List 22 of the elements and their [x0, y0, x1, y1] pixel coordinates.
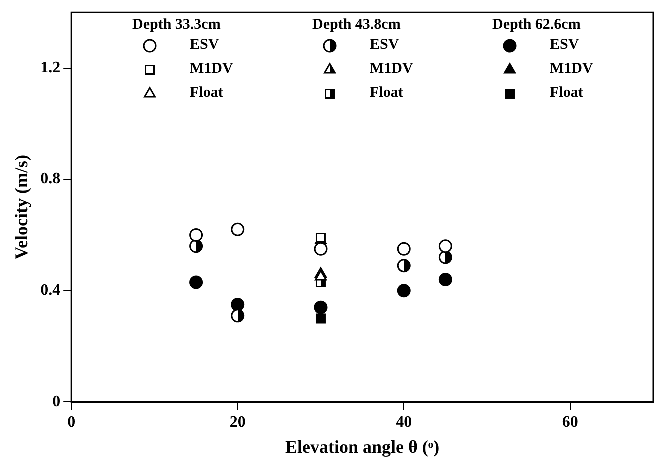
- legend-label: M1DV: [370, 61, 414, 78]
- x-tick-label: 0: [68, 414, 76, 431]
- legend-label: Float: [190, 85, 224, 102]
- y-tick-label: 0.4: [40, 282, 61, 300]
- legend-label: ESV: [370, 37, 400, 54]
- x-tick-label: 40: [396, 414, 412, 431]
- y-tick-label: 0: [52, 393, 61, 410]
- x-axis-title: Elevation angle θ (ᵒ): [286, 436, 440, 457]
- legend-label: ESV: [550, 37, 580, 54]
- text: Depth 62.6cm: [492, 16, 581, 33]
- legend-label: ESV: [190, 37, 220, 54]
- legend-label: M1DV: [550, 61, 594, 78]
- x-tick-label: 60: [562, 414, 578, 431]
- text: Depth 33.3cm: [132, 16, 221, 33]
- y-tick-label: 1.2: [40, 59, 61, 76]
- legend-label: Float: [550, 85, 584, 102]
- text: Depth 43.8cm: [312, 16, 401, 33]
- legend-label: M1DV: [190, 61, 234, 78]
- legend-label: Float: [370, 85, 404, 102]
- x-tick-label: 20: [230, 414, 246, 431]
- y-tick-label: 0.8: [40, 170, 61, 188]
- y-axis-title: Velocity (m/s): [11, 154, 32, 260]
